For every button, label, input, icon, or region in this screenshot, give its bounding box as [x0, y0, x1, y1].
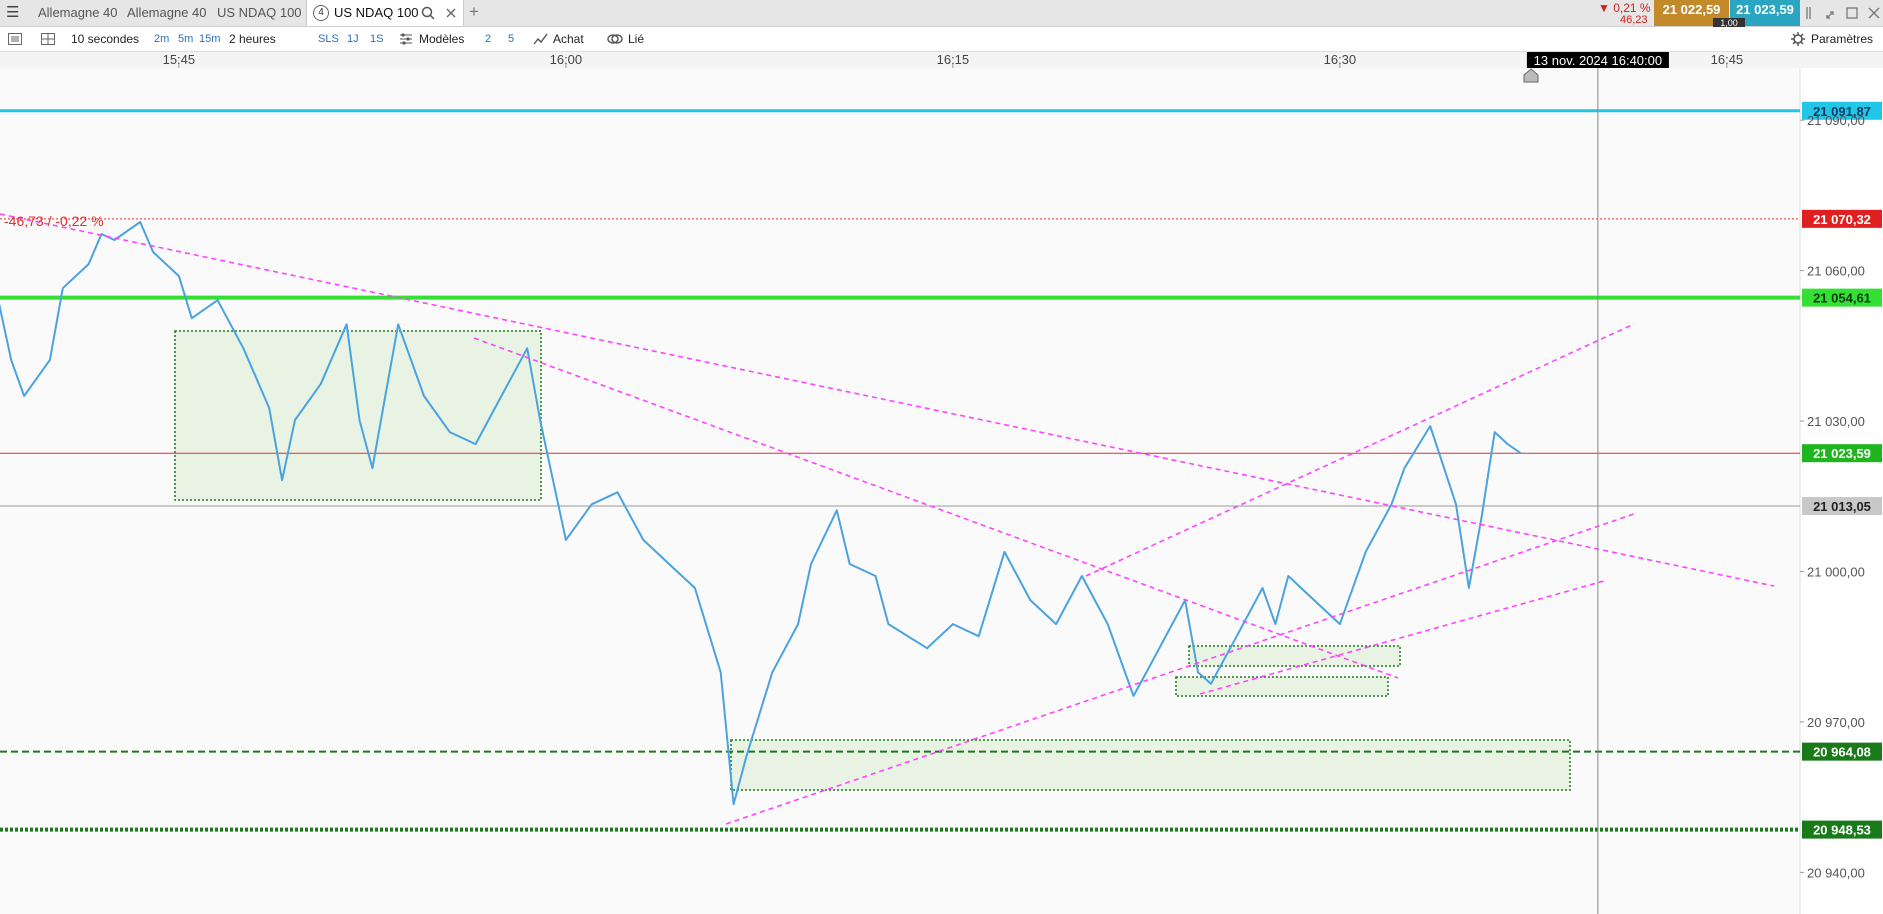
drawings [174, 330, 1571, 791]
price-level-label: 21 023,59 [1813, 446, 1871, 461]
change-points: 46,23 [1620, 14, 1648, 26]
close-icon[interactable] [446, 8, 456, 18]
change-annotation: -46,73 / -0,22 % [4, 213, 104, 229]
tab-label: US NDAQ 100 [334, 5, 419, 20]
y-tick-label: 21 030,00 [1807, 414, 1865, 429]
quick-interval[interactable]: 2m [154, 33, 170, 45]
settings[interactable]: Paramètres [1811, 32, 1874, 46]
trend-line[interactable] [725, 513, 1635, 825]
price-level-tag [1802, 820, 1882, 839]
quick-interval[interactable]: 15m [199, 33, 221, 45]
zone[interactable] [1188, 645, 1401, 667]
list-icon[interactable] [8, 33, 22, 45]
trend-line[interactable] [1085, 323, 1635, 577]
price-level-label: 20 964,08 [1813, 745, 1871, 760]
quick-range[interactable]: 1S [370, 33, 384, 45]
y-tick-label: 20 940,00 [1807, 865, 1865, 880]
quick-range[interactable]: SLS [318, 33, 339, 45]
tab-badge: 4 [313, 5, 329, 21]
quick-option[interactable]: 2 [485, 33, 492, 45]
price-level-tag [1802, 209, 1882, 228]
tab-bar: ☰ Allemagne 40 Allemagne 40 US NDAQ 100 … [0, 0, 1883, 28]
trend-line[interactable] [473, 337, 1399, 679]
zone[interactable] [1175, 676, 1389, 697]
quick-option[interactable]: 5 [508, 33, 515, 45]
add-tab[interactable]: + [469, 2, 479, 21]
menu-icon[interactable]: ☰ [6, 4, 20, 21]
crosshair-marker [1523, 68, 1539, 83]
price-level-tag [1802, 444, 1882, 463]
tab[interactable]: US NDAQ 100 [217, 5, 302, 20]
range[interactable]: 2 heures [229, 32, 276, 46]
templates[interactable]: Modèles [419, 32, 465, 46]
crosshair-tag [1526, 52, 1669, 68]
quick-interval[interactable]: 5m [178, 33, 194, 45]
quick-range[interactable]: 1J [347, 33, 359, 45]
price-level-label: 21 070,32 [1813, 212, 1871, 227]
x-tick-label: 16:45 [1711, 52, 1744, 67]
toolbar: 10 secondes 2m 5m 15m 2 heures SLS 1J 1S… [0, 27, 1883, 52]
price-line [0, 221, 1522, 806]
active-tab[interactable]: 4 US NDAQ 100 [306, 0, 464, 26]
time-axis-bg [0, 52, 1883, 68]
tab[interactable]: Allemagne 40 [38, 5, 118, 20]
price-level-tag [1802, 497, 1882, 516]
x-tick-label: 16:30 [1324, 52, 1357, 67]
price-level-label: 21 091,87 [1813, 104, 1871, 119]
y-tick-label: 21 090,00 [1807, 113, 1865, 128]
price-level-tag [1802, 288, 1882, 307]
x-tick-label: 15:45 [163, 52, 196, 67]
price-chart: 21 091,87 21 070,32 21 054,61 21 023,59 21 0… [0, 52, 1883, 914]
change-percent: ▼ 0,21 % [1598, 1, 1651, 15]
price-level-tag [1802, 101, 1882, 120]
price-level-label: 21 013,05 [1813, 499, 1871, 514]
tab[interactable]: Allemagne 40 [127, 5, 207, 20]
trend-lines [0, 213, 1775, 825]
search-icon[interactable] [421, 6, 435, 20]
templates-icon[interactable] [399, 32, 413, 46]
buy-icon[interactable] [533, 32, 549, 46]
price-level-label: 20 948,53 [1813, 823, 1871, 838]
x-tick-label: 16:00 [550, 52, 583, 67]
layout-icon[interactable] [41, 33, 55, 45]
link-icon[interactable] [607, 33, 623, 45]
spread: 1,00 [1713, 18, 1745, 28]
zone[interactable] [730, 739, 1571, 791]
x-tick-label: 16:15 [937, 52, 970, 67]
price-axis-bg [1800, 68, 1883, 914]
y-tick-label: 21 060,00 [1807, 264, 1865, 279]
settings-icon[interactable] [1791, 32, 1805, 46]
price-level-label: 21 054,61 [1813, 291, 1871, 306]
y-tick-label: 20 970,00 [1807, 715, 1865, 730]
trend-line[interactable] [1199, 580, 1605, 695]
buy[interactable]: Achat [553, 32, 584, 46]
bid-price[interactable]: 21 022,59 [1654, 0, 1729, 26]
crosshair-label: 13 nov. 2024 16:40:00 [1534, 53, 1662, 68]
window-controls[interactable] [1803, 4, 1881, 22]
price-level-tag [1802, 742, 1882, 761]
linked[interactable]: Lié [628, 32, 645, 46]
y-tick-label: 21 000,00 [1807, 564, 1865, 579]
interval[interactable]: 10 secondes [71, 32, 140, 46]
